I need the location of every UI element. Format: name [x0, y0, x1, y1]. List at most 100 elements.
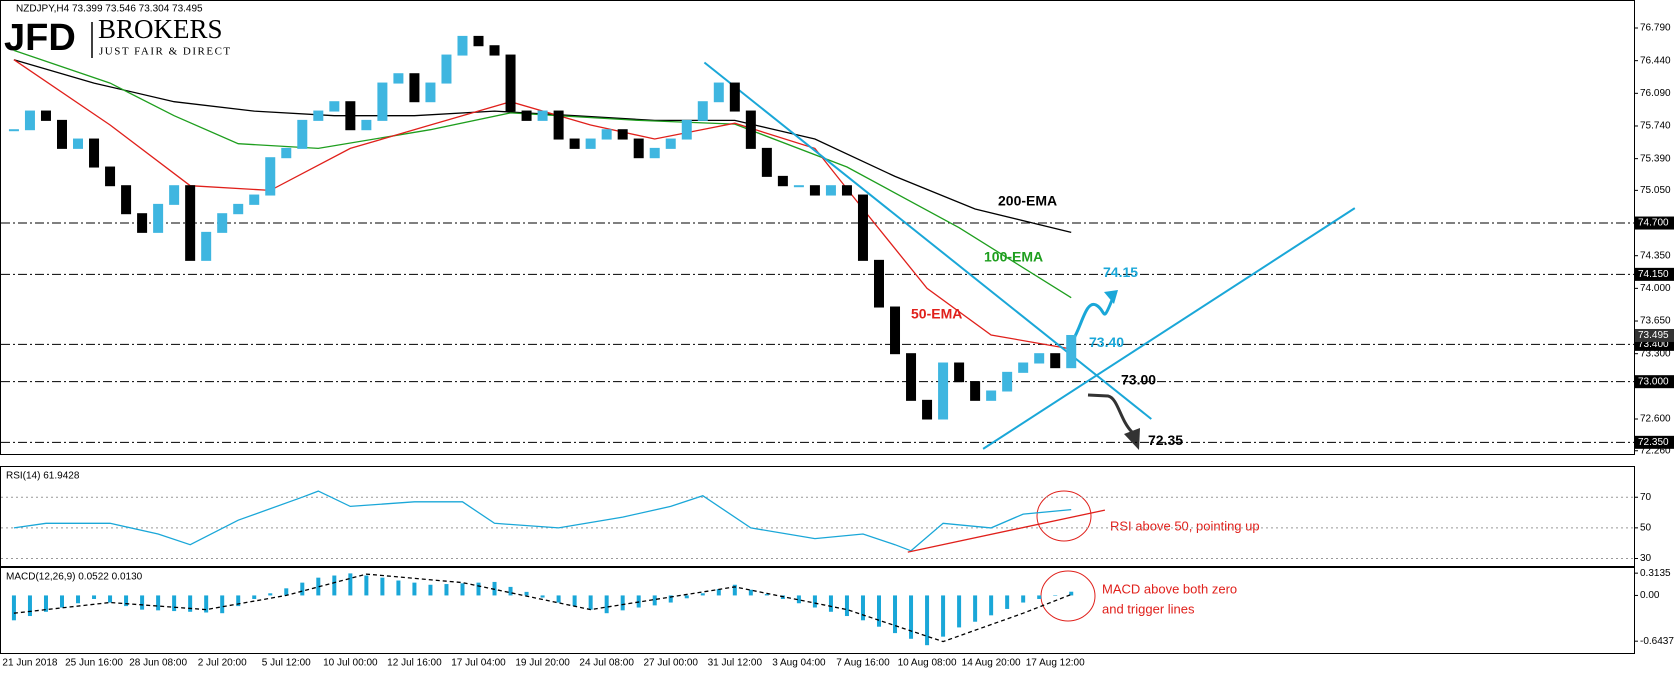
- level-label: 74.150: [1638, 269, 1669, 280]
- macd-bar: [476, 582, 481, 596]
- candle: [986, 390, 997, 401]
- candle: [1050, 353, 1061, 369]
- macd-bar: [716, 589, 721, 596]
- candle: [217, 213, 228, 233]
- y-tick-label: 75.740: [1640, 121, 1671, 132]
- candle: [40, 110, 51, 121]
- candle: [393, 73, 404, 84]
- x-tick-label: 28 Jun 08:00: [129, 658, 187, 669]
- macd-bar: [572, 595, 577, 607]
- candle: [73, 138, 84, 149]
- candle: [954, 362, 965, 383]
- candle: [473, 35, 484, 47]
- macd-bar: [43, 595, 48, 612]
- candle: [633, 138, 644, 159]
- macd-bar: [300, 582, 305, 596]
- candle: [345, 101, 356, 131]
- macd-bar: [412, 582, 417, 596]
- candle: [601, 129, 612, 140]
- candle: [745, 110, 756, 149]
- macd-bar: [604, 595, 609, 614]
- ema-label: 200-EMA: [998, 193, 1057, 209]
- candle: [361, 119, 372, 131]
- macd-bar: [1021, 595, 1026, 603]
- macd-bar: [748, 589, 753, 596]
- candle: [1034, 353, 1045, 364]
- macd-bar: [893, 595, 898, 634]
- macd-bar: [1069, 591, 1074, 596]
- x-tick-label: 2 Jul 20:00: [198, 658, 247, 669]
- level-box: [1635, 375, 1674, 389]
- macd-bar: [668, 595, 673, 603]
- y-tick-label: 76.790: [1640, 23, 1671, 34]
- rsi-annotation: RSI above 50, pointing up: [1110, 518, 1260, 533]
- candle: [153, 203, 164, 233]
- macd-bar: [108, 595, 113, 603]
- x-tick-label: 17 Aug 12:00: [1026, 658, 1085, 669]
- x-tick-label: 10 Aug 08:00: [898, 658, 957, 669]
- macd-bar: [444, 584, 449, 596]
- candle: [873, 259, 884, 308]
- level-box: [1635, 435, 1674, 449]
- candle: [713, 82, 724, 103]
- x-tick-label: 21 Jun 2018: [2, 658, 57, 669]
- candle: [569, 138, 580, 149]
- candle: [1018, 362, 1029, 373]
- candle: [1066, 334, 1077, 369]
- y-tick-label: 0.00: [1640, 590, 1660, 601]
- y-tick-label: 76.440: [1640, 55, 1671, 66]
- macd-bar: [844, 595, 849, 617]
- rsi-trendline: [907, 509, 1106, 553]
- callout: 73.40: [1089, 334, 1124, 350]
- macd-bar: [796, 595, 801, 604]
- candle: [265, 157, 276, 196]
- macd-bar: [92, 595, 97, 599]
- macd-bar: [1005, 595, 1010, 609]
- y-tick-label: 73.650: [1640, 316, 1671, 327]
- candle: [56, 119, 67, 149]
- y-tick-label: 70: [1640, 492, 1652, 503]
- trendline: [703, 61, 1152, 420]
- y-tick-label: 76.090: [1640, 88, 1671, 99]
- price-label: 73.495: [1638, 330, 1669, 341]
- candle: [24, 110, 35, 131]
- logo-name: BROKERS: [98, 14, 223, 44]
- x-tick-label: 7 Aug 16:00: [836, 658, 890, 669]
- rsi-highlight: [1036, 490, 1092, 542]
- macd-header: MACD(12,26,9) 0.0522 0.0130: [6, 572, 143, 583]
- macd-bar: [268, 593, 273, 596]
- candle: [553, 110, 564, 140]
- macd-bar: [508, 586, 513, 596]
- candle: [89, 138, 100, 168]
- macd-bar: [236, 595, 241, 607]
- ema-line: [13, 59, 1072, 234]
- macd-bar: [332, 575, 337, 596]
- x-tick-label: 27 Jul 00:00: [643, 658, 698, 669]
- level-label: 73.400: [1638, 339, 1669, 350]
- price-box: [1635, 328, 1674, 342]
- macd-annotation: and trigger lines: [1102, 601, 1195, 616]
- y-tick-label: 50: [1640, 523, 1652, 534]
- macd-bar: [989, 595, 994, 616]
- macd-bar: [204, 595, 209, 613]
- macd-bar: [732, 584, 737, 596]
- macd-annotation: MACD above both zero: [1102, 581, 1237, 596]
- logo-tagline: JUST FAIR & DIRECT: [99, 46, 232, 58]
- macd-bar: [652, 595, 657, 606]
- candle: [697, 101, 708, 121]
- macd-panel: [0, 567, 1635, 654]
- ema-label: 50-EMA: [911, 306, 962, 322]
- callout: 73.00: [1121, 371, 1156, 387]
- signal-line: [13, 573, 1072, 643]
- candle: [409, 73, 420, 103]
- candle: [121, 185, 132, 215]
- candle: [890, 306, 901, 355]
- candle: [761, 147, 772, 177]
- candle: [8, 129, 19, 132]
- macd-bar: [428, 584, 433, 596]
- ema-line: [13, 49, 1072, 299]
- candle: [297, 119, 308, 149]
- candle: [105, 166, 116, 187]
- macd-bar: [492, 581, 497, 596]
